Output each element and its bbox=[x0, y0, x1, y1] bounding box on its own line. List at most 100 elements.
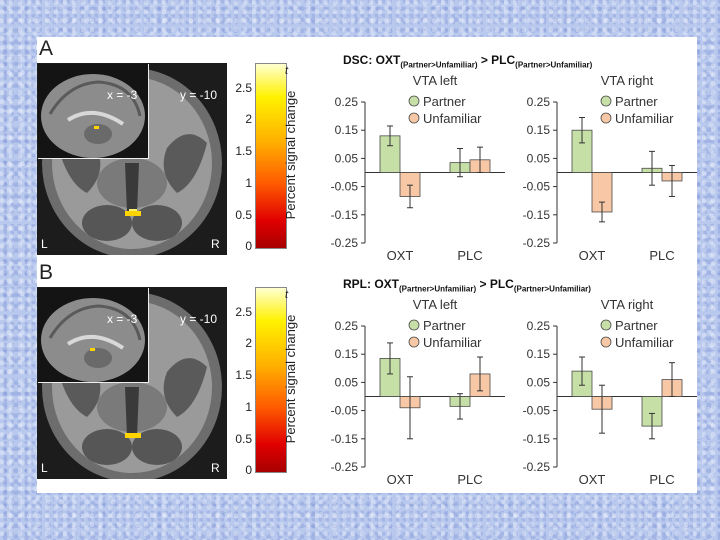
x-category-label: OXT bbox=[579, 472, 606, 485]
panel-letter: A bbox=[39, 37, 54, 60]
legend-swatch-partner bbox=[408, 319, 420, 331]
y-tick-label: -0.05 bbox=[523, 180, 551, 194]
legend-label-unfamiliar: Unfamiliar bbox=[615, 111, 674, 126]
left-hemisphere-label: L bbox=[41, 237, 48, 251]
title-sub-1: (Partner>Unfamiliar) bbox=[399, 284, 477, 294]
title-main: RPL: OXT bbox=[343, 277, 399, 291]
y-tick-label: 0.25 bbox=[527, 319, 551, 333]
colorbar-t-label: t bbox=[285, 289, 289, 301]
title-sub-2: (Partner>Unfamiliar) bbox=[513, 284, 591, 294]
coronal-y-label: y = -10 bbox=[180, 312, 218, 326]
x-category-label: OXT bbox=[387, 248, 414, 261]
colorbar-tick: 1.5 bbox=[235, 368, 252, 382]
y-tick-label: 0.05 bbox=[335, 151, 359, 165]
contrast-title: DSC: OXT(Partner>Unfamiliar) > PLC(Partn… bbox=[343, 53, 592, 69]
y-tick-label: 0.25 bbox=[335, 95, 359, 109]
legend-swatch-unfamiliar bbox=[600, 112, 612, 124]
panel-b: B bbox=[37, 261, 697, 485]
legend-swatch-unfamiliar bbox=[600, 336, 612, 348]
title-mid: > PLC bbox=[476, 277, 514, 291]
x-category-label: PLC bbox=[457, 472, 482, 485]
brain-sagittal-drawing bbox=[38, 64, 148, 158]
y-tick-label: 0.15 bbox=[527, 123, 551, 137]
panel-a: A bbox=[37, 37, 697, 261]
inset-x-label: x = -3 bbox=[107, 88, 138, 102]
y-tick-label: -0.15 bbox=[331, 208, 359, 222]
y-tick-label: -0.05 bbox=[331, 404, 359, 418]
colorbar-t-label: t bbox=[285, 65, 289, 77]
colorbar-tick: 1.5 bbox=[235, 144, 252, 158]
bar-chart-a-vta-left: VTA left 0.25 0.15 0.05 -0.05 -0.15 -0.25 OXT PL… bbox=[331, 73, 505, 261]
colorbar-tick: 1 bbox=[245, 176, 252, 190]
y-tick-label: -0.25 bbox=[523, 460, 551, 474]
y-tick-label: -0.05 bbox=[523, 404, 551, 418]
brain-sagittal-inset bbox=[38, 288, 149, 383]
colorbar-tick: 2.5 bbox=[235, 81, 252, 95]
legend-label-partner: Partner bbox=[423, 318, 466, 333]
y-axis-label: Percent signal change bbox=[283, 314, 298, 444]
chart-title: VTA right bbox=[601, 297, 654, 312]
chart-title: VTA right bbox=[601, 73, 654, 88]
colorbar-tick: 2 bbox=[245, 336, 252, 350]
bar-chart-a-vta-right: VTA right 0.25 0.15 0.05 -0.05 -0.15 -0.25 OXT P… bbox=[523, 73, 697, 261]
chart-title: VTA left bbox=[413, 297, 458, 312]
y-tick-label: 0.05 bbox=[335, 375, 359, 389]
y-tick-label: 0.15 bbox=[335, 123, 359, 137]
chart-title: VTA left bbox=[413, 73, 458, 88]
title-main: DSC: OXT bbox=[343, 53, 401, 67]
y-tick-label: -0.15 bbox=[331, 432, 359, 446]
colorbar-tick: 2 bbox=[245, 112, 252, 126]
colorbar-tick: 2.5 bbox=[235, 305, 252, 319]
right-hemisphere-label: R bbox=[211, 461, 220, 475]
x-category-label: PLC bbox=[457, 248, 482, 261]
title-sub-2: (Partner>Unfamiliar) bbox=[515, 60, 593, 70]
legend-swatch-unfamiliar bbox=[408, 112, 420, 124]
y-tick-label: -0.25 bbox=[331, 460, 359, 474]
panel-letter: B bbox=[39, 261, 54, 284]
legend-label-partner: Partner bbox=[615, 318, 658, 333]
y-tick-label: -0.25 bbox=[331, 236, 359, 250]
y-tick-label: 0.25 bbox=[527, 95, 551, 109]
colorbar-tick: 0 bbox=[245, 239, 252, 253]
x-category-label: OXT bbox=[387, 472, 414, 485]
y-tick-label: -0.05 bbox=[331, 180, 359, 194]
inset-x-label: x = -3 bbox=[107, 312, 138, 326]
x-category-label: PLC bbox=[649, 472, 674, 485]
brain-sagittal-inset bbox=[38, 64, 149, 159]
title-sub-1: (Partner>Unfamiliar) bbox=[400, 60, 478, 70]
figure: A bbox=[37, 37, 697, 493]
legend-label-partner: Partner bbox=[423, 94, 466, 109]
left-hemisphere-label: L bbox=[41, 461, 48, 475]
y-tick-label: -0.15 bbox=[523, 208, 551, 222]
y-tick-label: 0.05 bbox=[527, 375, 551, 389]
y-tick-label: 0.15 bbox=[335, 347, 359, 361]
y-tick-label: 0.25 bbox=[335, 319, 359, 333]
colorbar-tick: 1 bbox=[245, 400, 252, 414]
right-hemisphere-label: R bbox=[211, 237, 220, 251]
y-tick-label: -0.15 bbox=[523, 432, 551, 446]
legend-label-unfamiliar: Unfamiliar bbox=[423, 335, 482, 350]
colorbar-tick: 0.5 bbox=[235, 208, 252, 222]
title-mid: > PLC bbox=[477, 53, 516, 67]
contrast-title: RPL: OXT(Partner>Unfamiliar) > PLC(Partn… bbox=[343, 277, 591, 293]
bar-chart-b-vta-right: VTA right 0.25 0.15 0.05 -0.05 -0.15 -0.25 OXT P… bbox=[523, 297, 697, 485]
brain-sagittal-drawing bbox=[38, 288, 148, 382]
brain-coronal-image: x = -3 y = -10 L R bbox=[37, 63, 227, 255]
legend-swatch-partner bbox=[600, 319, 612, 331]
bar-chart-b-vta-left: VTA left 0.25 0.15 0.05 -0.05 -0.15 -0.25 OXT PL… bbox=[331, 297, 505, 485]
legend-label-unfamiliar: Unfamiliar bbox=[615, 335, 674, 350]
y-axis-label: Percent signal change bbox=[283, 90, 298, 220]
legend-label-partner: Partner bbox=[615, 94, 658, 109]
t-colorbar bbox=[255, 287, 287, 473]
brain-coronal-image: x = -3 y = -10 L R bbox=[37, 287, 227, 479]
y-tick-label: 0.05 bbox=[527, 151, 551, 165]
legend-swatch-unfamiliar bbox=[408, 336, 420, 348]
t-colorbar bbox=[255, 63, 287, 249]
coronal-y-label: y = -10 bbox=[180, 88, 218, 102]
legend-swatch-partner bbox=[600, 95, 612, 107]
y-tick-label: 0.15 bbox=[527, 347, 551, 361]
colorbar-tick: 0.5 bbox=[235, 432, 252, 446]
legend-label-unfamiliar: Unfamiliar bbox=[423, 111, 482, 126]
colorbar-tick: 0 bbox=[245, 463, 252, 477]
x-category-label: OXT bbox=[579, 248, 606, 261]
